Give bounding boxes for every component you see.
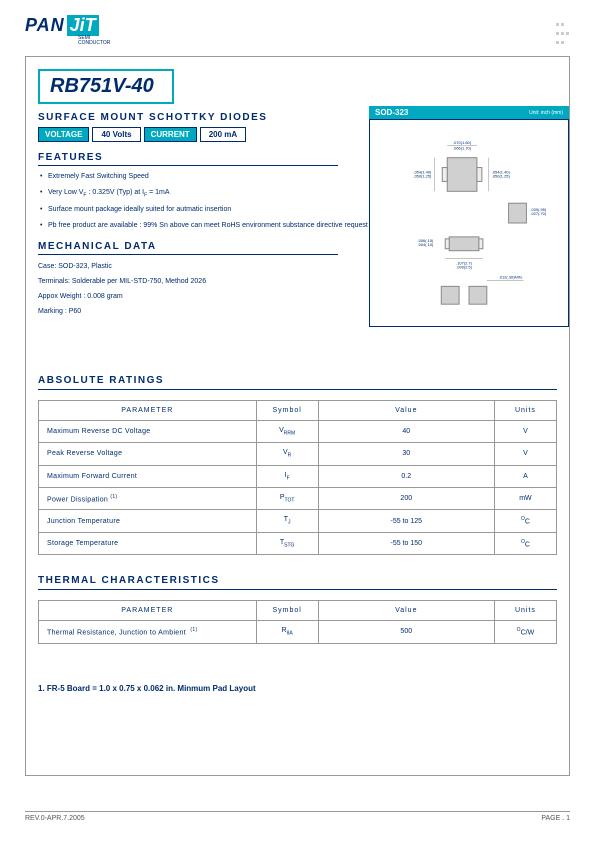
part-number: RB751V-40 [50, 75, 154, 97]
svg-text:.004(.10): .004(.10) [418, 242, 435, 247]
package-drawing: .070(1.80) .066(1.70) .054(1.40) .050(1.… [369, 119, 569, 327]
absolute-ratings-heading: ABSOLUTE RATINGS [38, 375, 557, 390]
package-name: SOD-323 [375, 108, 408, 117]
voltage-value: 40 Volts [92, 127, 140, 142]
svg-text:.066(1.70): .066(1.70) [453, 146, 472, 151]
table-row: Maximum Forward CurrentIF0.2A [39, 465, 557, 487]
svg-text:.027(.70): .027(.70) [530, 211, 547, 216]
voltage-label: VOLTAGE [38, 127, 89, 142]
current-label: CURRENT [144, 127, 197, 142]
decorative-dots [555, 20, 570, 47]
table-row: Storage TemperatureTSTG-55 to 150OC [39, 532, 557, 554]
part-number-box: RB751V-40 [38, 69, 174, 104]
logo-sub: SEMICONDUCTOR [78, 36, 110, 46]
col-header: Symbol [256, 400, 318, 420]
features-heading: FEATURES [38, 152, 338, 166]
footnote: 1. FR-5 Board = 1.0 x 0.75 x 0.062 in. M… [38, 684, 557, 693]
col-header: PARAMETER [39, 601, 257, 621]
content-frame: RB751V-40 SURFACE MOUNT SCHOTTKY DIODES … [25, 56, 570, 776]
svg-text:.050(1.25): .050(1.25) [413, 173, 432, 178]
col-header: Value [318, 400, 494, 420]
package-header: SOD-323 Unit: inch (mm) [369, 106, 569, 119]
svg-text:.099(2.5): .099(2.5) [456, 265, 473, 270]
col-header: Units [494, 601, 556, 621]
thermal-heading: THERMAL CHARACTERISTICS [38, 575, 557, 590]
logo-suffix: JiT [67, 15, 99, 36]
current-value: 200 mA [200, 127, 246, 142]
table-row: Maximum Reverse DC VoltageVRRM40V [39, 420, 557, 442]
page-footer: REV.0-APR.7.2005 PAGE . 1 [25, 811, 570, 822]
package-diagram: SOD-323 Unit: inch (mm) .070(1.80) .066(… [369, 106, 569, 327]
table-row: Junction TemperatureTJ-55 to 125OC [39, 510, 557, 532]
table-row: Peak Reverse VoltageVR30V [39, 443, 557, 465]
mechanical-heading: MECHANICAL DATA [38, 241, 338, 255]
col-header: PARAMETER [39, 400, 257, 420]
table-row: Thermal Resistance, Junction to Ambient … [39, 621, 557, 643]
absolute-ratings-table: PARAMETERSymbolValueUnits Maximum Revers… [38, 400, 557, 555]
logo: PAN JiT [25, 15, 99, 36]
col-header: Symbol [256, 601, 318, 621]
logo-prefix: PAN [25, 15, 65, 36]
thermal-table: PARAMETERSymbolValueUnits Thermal Resist… [38, 600, 557, 643]
svg-text:.012(.30)MIN.: .012(.30)MIN. [499, 274, 523, 279]
package-unit: Unit: inch (mm) [529, 108, 563, 117]
svg-text:.050(1.25): .050(1.25) [492, 173, 511, 178]
col-header: Units [494, 400, 556, 420]
page-number: PAGE . 1 [541, 815, 570, 822]
table-row: Power Dissipation (1)PTOT200mW [39, 487, 557, 509]
revision: REV.0-APR.7.2005 [25, 815, 85, 822]
col-header: Value [318, 601, 494, 621]
svg-text:.070(1.80): .070(1.80) [453, 140, 472, 145]
